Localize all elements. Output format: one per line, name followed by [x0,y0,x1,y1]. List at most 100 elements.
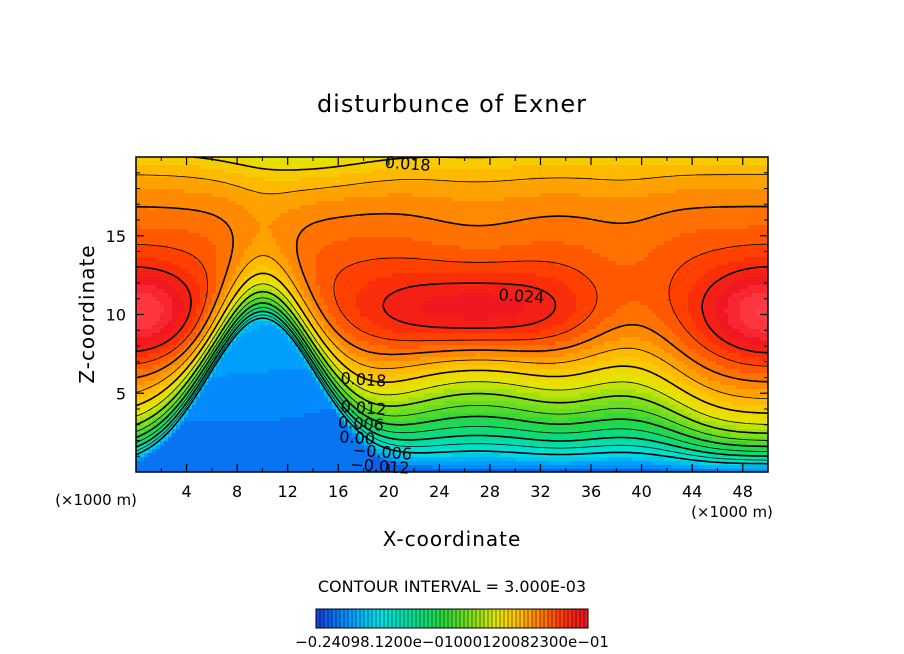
field-cell [268,261,273,266]
field-cell [408,197,413,202]
field-cell [592,241,597,246]
field-cell [188,249,193,254]
field-cell [460,181,465,186]
field-cell [336,225,341,230]
field-cell [460,197,465,202]
field-cell [256,257,261,262]
field-cell [208,245,213,250]
field-cell [192,269,197,274]
field-cell [428,261,433,266]
field-cell [408,281,413,286]
field-cell [212,253,217,258]
field-cell [744,261,749,266]
field-cell [612,161,617,166]
field-cell [400,201,405,206]
field-cell [280,237,285,242]
field-cell [276,173,281,178]
field-cell [624,201,629,206]
field-cell [712,253,717,258]
field-cell [692,197,697,202]
field-cell [428,257,433,262]
field-cell [484,193,489,198]
field-cell [212,273,217,278]
field-cell [596,241,601,246]
field-cell [624,261,629,266]
field-cell [536,241,541,246]
field-cell [424,173,429,178]
field-cell [188,217,193,222]
field-cell [528,277,533,282]
field-cell [540,181,545,186]
field-cell [440,245,445,250]
field-cell [160,233,165,238]
field-cell [424,201,429,206]
field-cell [192,253,197,258]
field-cell [728,217,733,222]
field-cell [672,225,677,230]
field-cell [472,193,477,198]
field-cell [372,161,377,166]
field-cell [220,169,225,174]
field-cell [152,201,157,206]
field-cell [476,189,481,194]
field-cell [752,237,757,242]
field-cell [392,249,397,254]
field-cell [316,277,321,282]
field-cell [452,165,457,170]
field-cell [380,181,385,186]
field-cell [240,209,245,214]
field-cell [596,253,601,258]
field-cell [520,281,525,286]
field-cell [308,261,313,266]
field-cell [480,217,485,222]
field-cell [400,229,405,234]
field-cell [676,269,681,274]
field-cell [196,257,201,262]
field-cell [560,269,565,274]
field-cell [624,193,629,198]
field-cell [200,165,205,170]
field-cell [672,241,677,246]
field-cell [656,269,661,274]
field-cell [604,257,609,262]
field-cell [320,177,325,182]
field-cell [280,261,285,266]
field-cell [328,257,333,262]
field-cell [192,221,197,226]
field-cell [424,193,429,198]
field-cell [496,217,501,222]
field-cell [336,217,341,222]
field-cell [416,181,421,186]
field-cell [356,229,361,234]
field-cell [540,161,545,166]
field-cell [700,245,705,250]
field-cell [476,233,481,238]
field-cell [160,249,165,254]
field-cell [260,229,265,234]
field-cell [152,165,157,170]
field-cell [620,261,625,266]
field-cell [644,257,649,262]
field-cell [716,209,721,214]
field-cell [604,225,609,230]
field-cell [432,173,437,178]
field-cell [452,213,457,218]
field-cell [712,197,717,202]
field-cell [148,277,153,282]
field-cell [740,181,745,186]
field-cell [724,245,729,250]
field-cell [420,185,425,190]
field-cell [672,201,677,206]
field-cell [448,181,453,186]
field-cell [136,169,141,174]
field-cell [276,249,281,254]
field-cell [524,269,529,274]
field-cell [392,229,397,234]
field-cell [368,177,373,182]
field-cell [152,157,157,162]
field-cell [364,245,369,250]
field-cell [172,265,177,270]
field-cell [400,161,405,166]
field-cell [568,197,573,202]
field-cell [588,261,593,266]
